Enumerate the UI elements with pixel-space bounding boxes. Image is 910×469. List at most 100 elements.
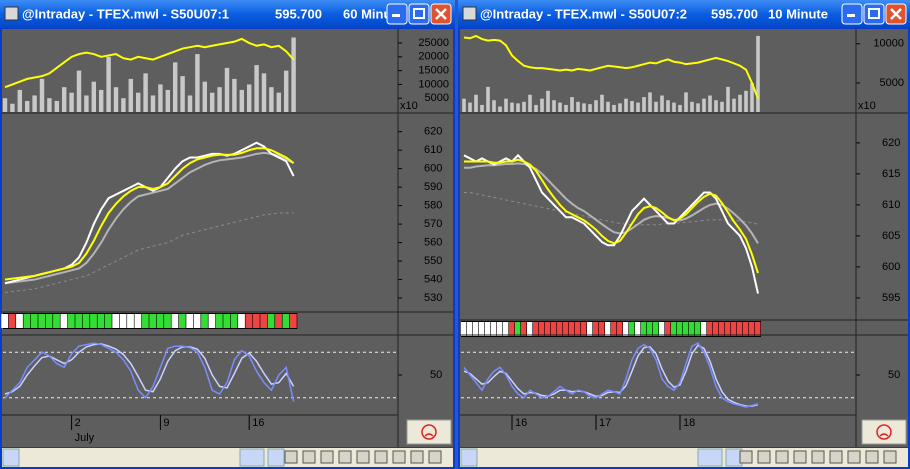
volume-bar <box>522 101 526 112</box>
strip-cell <box>289 314 297 328</box>
toolbar-button[interactable] <box>757 450 771 464</box>
strip-cell <box>230 314 238 328</box>
strip-cell <box>30 314 38 328</box>
scroll-right[interactable] <box>267 448 285 467</box>
scroll-left[interactable] <box>2 448 20 467</box>
volume-bar <box>546 90 550 112</box>
volume-bar <box>24 100 30 112</box>
volume-bar <box>474 94 478 112</box>
title-bar <box>458 0 910 28</box>
toolbar-button[interactable] <box>847 450 861 464</box>
volume-bar <box>648 92 652 112</box>
strip-cell <box>156 314 164 328</box>
toolbar-button[interactable] <box>410 450 424 464</box>
toolbar-button[interactable] <box>865 450 879 464</box>
maximize-glyph <box>413 8 425 19</box>
status-button[interactable] <box>861 419 907 445</box>
window-icon <box>4 6 19 21</box>
volume-bar <box>187 95 193 112</box>
strip-cell <box>623 322 629 336</box>
x-tick-label: 9 <box>163 417 169 429</box>
volume-bar <box>600 94 604 112</box>
strip-cell <box>193 314 201 328</box>
minimize-glyph <box>847 14 855 17</box>
volume-bar <box>660 95 664 112</box>
volume-bar <box>636 102 640 112</box>
strip-cell <box>23 314 31 328</box>
close-glyph <box>435 8 447 20</box>
chart-area <box>460 29 908 447</box>
strip-cell <box>149 314 157 328</box>
scale-label: x10 <box>858 100 876 112</box>
volume-bar <box>708 95 712 112</box>
toolbar-button[interactable] <box>374 450 388 464</box>
strip-cell <box>267 314 275 328</box>
y-tick-label: 15000 <box>418 65 449 77</box>
status-button[interactable] <box>406 419 452 445</box>
scroll-thumb[interactable] <box>697 448 723 467</box>
strip-cell <box>75 314 83 328</box>
month-label: July <box>75 432 95 444</box>
toolbar-button[interactable] <box>775 450 789 464</box>
strip-cell <box>545 322 551 336</box>
volume-bar <box>217 87 222 112</box>
toolbar-button[interactable] <box>320 450 334 464</box>
volume-bar <box>269 87 274 112</box>
volume-bar <box>654 101 658 112</box>
toolbar-button[interactable] <box>793 450 807 464</box>
scroll-left[interactable] <box>460 448 478 467</box>
volume-bar <box>135 92 141 112</box>
volume-bar <box>624 98 628 112</box>
volume-bar <box>113 87 119 112</box>
toolbar-button[interactable] <box>302 450 316 464</box>
maximize-button[interactable] <box>863 3 885 25</box>
volume-bar <box>32 95 37 112</box>
volume-bar <box>246 84 252 112</box>
toolbar-button[interactable] <box>428 450 442 464</box>
strip-cell <box>238 314 245 328</box>
maximize-button[interactable] <box>408 3 430 25</box>
volume-bar <box>106 56 111 112</box>
strip-cell <box>575 322 581 336</box>
toolbar-button[interactable] <box>338 450 352 464</box>
scroll-thumb[interactable] <box>239 448 265 467</box>
status-mouth <box>879 433 889 437</box>
toolbar-button[interactable] <box>356 450 370 464</box>
strip-cell <box>755 322 761 336</box>
strip-cell <box>581 322 587 336</box>
strip-cell <box>599 322 605 336</box>
strip-cell <box>713 322 719 336</box>
strip-cell <box>178 314 186 328</box>
volume-bar <box>54 100 60 112</box>
close-glyph <box>890 8 902 20</box>
volume-bar <box>254 65 259 112</box>
toolbar-button[interactable] <box>811 450 825 464</box>
volume-bar <box>576 101 580 112</box>
strip-cell <box>659 322 665 336</box>
interval: 10 Minute <box>768 6 828 21</box>
strip-cell <box>569 322 575 336</box>
strip-cell <box>275 314 282 328</box>
y-tick-label: 600 <box>424 163 442 175</box>
y-tick-label: 620 <box>882 137 900 149</box>
volume-bar <box>720 101 724 112</box>
toolbar-button[interactable] <box>829 450 843 464</box>
volume-bar <box>486 86 490 112</box>
window-title: @Intraday - TFEX.mwl - S50U07:2 <box>480 6 687 21</box>
volume-bar <box>642 97 646 112</box>
strip-cell <box>521 322 527 336</box>
strip-cell <box>743 322 749 336</box>
strip-cell <box>119 314 127 328</box>
toolbar-button[interactable] <box>284 450 298 464</box>
toolbar-button[interactable] <box>883 450 897 464</box>
strip-cell <box>467 322 473 336</box>
y-tick-label: 530 <box>424 292 442 304</box>
volume-bar <box>726 86 730 112</box>
y-tick-label: 50 <box>430 369 442 381</box>
volume-bar <box>540 98 544 112</box>
strip-cell <box>8 314 16 328</box>
toolbar-button[interactable] <box>392 450 406 464</box>
toolbar-button[interactable] <box>739 450 753 464</box>
status-mouth <box>424 433 434 437</box>
strip-cell <box>67 314 75 328</box>
